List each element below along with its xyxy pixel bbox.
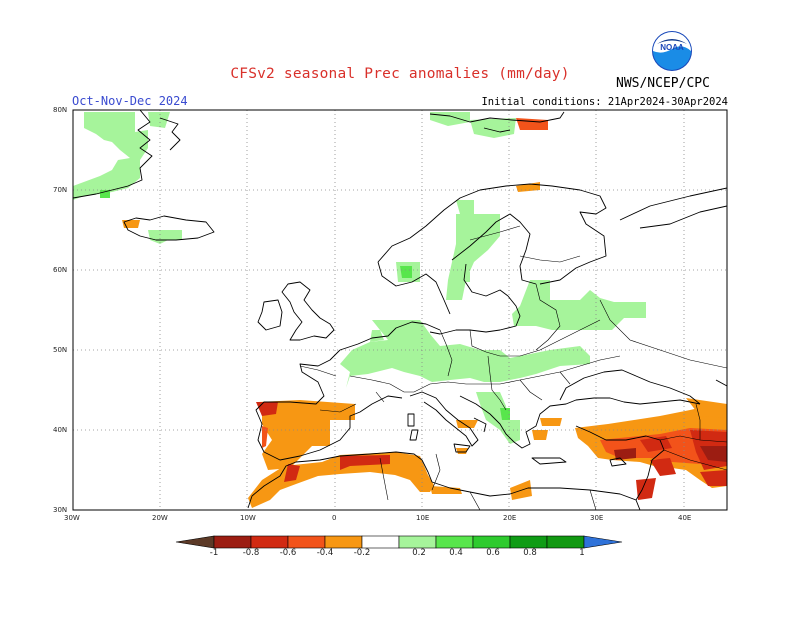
lon-tick-10e: 10E [416,514,430,522]
lon-tick-40e: 40E [678,514,692,522]
legend-swatch-below-minus-1 [175,535,215,549]
lat-tick-80n: 80N [53,106,68,114]
legend-label: -0.4 [316,548,334,558]
initial-conditions: Initial conditions: 21Apr2024-30Apr2024 [481,96,728,108]
lon-tick-0: 0 [332,514,337,522]
legend-swatch-0-2 [398,535,437,549]
legend-swatch-0-6 [472,535,511,549]
legend-label: 0.8 [523,548,537,558]
legend-swatch-minus-0-8 [250,535,289,549]
lat-tick-40n: 40N [53,426,68,434]
legend-label: 0.4 [449,548,463,558]
lon-tick-20w: 20W [152,514,168,522]
legend-swatch-minus-1 [213,535,252,549]
graticule [73,110,727,510]
lat-tick-60n: 60N [53,266,68,274]
legend-swatch-above-1 [583,535,623,549]
legend-label: -0.8 [242,548,260,558]
forecast-period: Oct-Nov-Dec 2024 [72,94,188,108]
lat-tick-70n: 70N [53,186,68,194]
legend-swatch-minus-0-6 [287,535,326,549]
legend-swatch-minus-0-4 [324,535,363,549]
legend-swatch-neutral [361,535,400,549]
coastlines [73,110,727,510]
lon-tick-20e: 20E [503,514,517,522]
legend-swatch-0-8 [509,535,548,549]
lat-tick-50n: 50N [53,346,68,354]
legend-swatch-1 [546,535,585,549]
legend-label: -1 [209,548,219,558]
legend-label: -0.2 [353,548,371,558]
lon-tick-30e: 30E [590,514,604,522]
legend-label: -0.6 [279,548,297,558]
lat-tick-30n: 30N [53,506,68,514]
legend-colorbar [175,535,623,549]
agency-label: NWS/NCEP/CPC [616,76,710,91]
legend-label: 0.6 [486,548,500,558]
noaa-logo: NOAA [652,31,692,71]
country-borders [299,225,727,510]
map-title: CFSv2 seasonal Prec anomalies (mm/day) [230,66,570,82]
lon-tick-30w: 30W [64,514,80,522]
svg-text:NOAA: NOAA [660,43,684,52]
lon-tick-10w: 10W [240,514,256,522]
legend-label: 1 [579,548,585,558]
legend-swatch-0-4 [435,535,474,549]
legend-label: 0.2 [412,548,426,558]
